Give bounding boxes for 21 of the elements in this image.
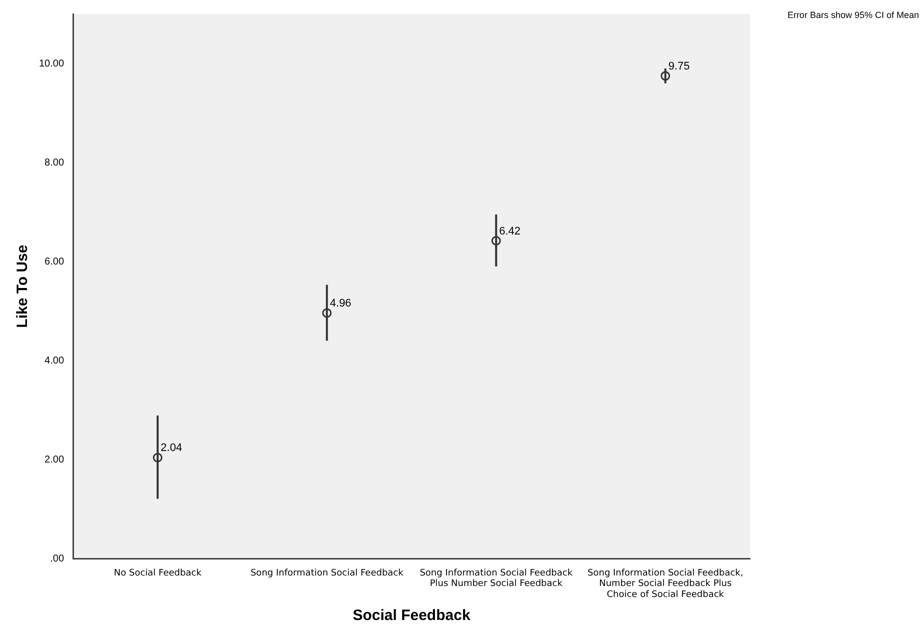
x-tick-label: Song Information Social Feedback Plus Number Social Feedback: [420, 568, 574, 590]
y-tick-label: 6.00: [44, 256, 64, 268]
point: [152, 452, 162, 462]
x-tick-label: Song Information Social Feedback: [250, 568, 404, 578]
y-axis-title: Like To Use: [14, 244, 32, 328]
x-tick-label: Song Information Social Feedback, Number Social Feedback Plus Choice of Social Feedback: [588, 568, 744, 600]
x-tick-label: No Social Feedback: [114, 568, 202, 578]
point: [660, 71, 670, 81]
y-tick-label: 2.00: [44, 454, 64, 466]
text: Error Bars show 95% CI of Mean: [787, 10, 919, 20]
y-tick-label: 4.00: [44, 355, 64, 366]
y-tick-label: .00: [50, 553, 64, 564]
point: [491, 236, 501, 246]
point: [322, 308, 332, 318]
y-tick-label: 10.00: [38, 58, 64, 70]
data-label: 4.96: [330, 298, 352, 310]
y-tick-label: 8.00: [44, 157, 64, 168]
data-label: 9.75: [668, 60, 690, 72]
x-axis-title: Social Feedback: [352, 607, 471, 624]
data-label: 2.04: [160, 442, 182, 454]
data-label: 6.42: [499, 225, 521, 238]
